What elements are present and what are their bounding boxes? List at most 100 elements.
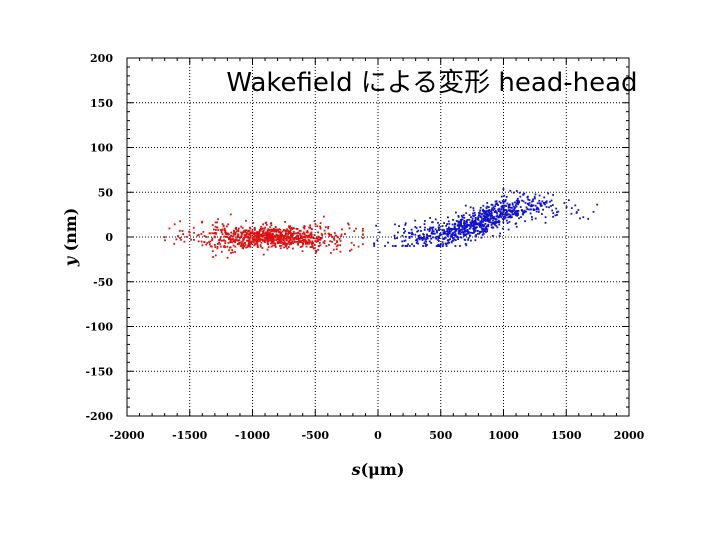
data-point [462,231,465,233]
data-point [310,235,313,238]
data-point [451,240,453,243]
data-point [488,209,490,211]
data-point [421,237,424,239]
plot-frame [126,57,630,417]
data-point [487,219,490,221]
data-point [527,203,529,205]
data-point [192,226,195,229]
data-point [437,221,439,224]
data-point [461,228,464,231]
data-point [496,203,499,206]
data-point [494,200,497,203]
data-point [226,245,229,248]
data-point [236,236,239,239]
data-point [256,231,259,233]
data-point [423,233,425,236]
data-point [491,204,494,206]
data-point [446,230,449,232]
data-point [211,237,214,240]
data-point [434,236,437,239]
data-point [515,202,518,205]
data-point [498,208,500,211]
data-point [437,243,440,246]
data-point [522,211,524,214]
data-point [511,216,513,218]
data-point [511,209,514,212]
data-point [183,240,186,243]
data-point [291,234,294,237]
data-point [490,221,493,224]
data-point [499,211,502,213]
data-point [474,217,477,219]
data-point [234,232,237,234]
data-point [551,209,554,212]
data-point [200,233,203,235]
data-point [473,223,476,226]
data-point [467,239,469,241]
y-tick-label: -150 [85,365,113,378]
data-point [214,225,217,228]
data-point [448,239,450,241]
data-point [515,204,517,207]
data-point [438,226,441,229]
data-point [259,240,261,242]
data-point [437,226,440,229]
data-point [248,239,251,242]
data-point [547,192,550,195]
data-point [227,237,230,239]
data-point [497,208,499,211]
data-point [211,224,214,226]
data-point [252,222,255,224]
data-point [376,239,379,242]
data-point [227,223,230,226]
data-point [426,233,428,236]
data-point [238,242,240,244]
data-point [265,238,268,241]
data-point [478,214,480,216]
data-point [296,228,299,230]
data-point [534,197,536,200]
data-points [163,188,599,259]
data-point [233,230,235,233]
data-point [223,235,226,238]
data-point [330,252,332,254]
data-point [529,212,532,215]
data-point [277,234,280,237]
y-tick-label: 150 [90,97,113,110]
data-point [468,224,470,226]
data-point [325,245,328,247]
data-point [498,200,501,203]
data-point [454,245,457,247]
data-point [488,206,490,209]
data-point [292,242,295,245]
data-point [479,209,481,212]
data-point [542,208,544,211]
data-point [310,234,313,236]
data-point [476,218,479,221]
data-point [258,230,261,233]
data-point [463,234,465,237]
data-point [431,236,434,239]
data-point [463,216,466,219]
data-point [302,240,305,242]
data-point [299,246,302,248]
data-point [309,234,312,236]
data-point [209,245,212,248]
data-point [545,206,548,208]
y-tick-labels: 200 150 100 50 0 -50 -100 -150 -200 [85,52,113,423]
data-point [490,210,493,213]
data-point [446,239,449,242]
data-point [453,231,456,234]
data-point [479,212,481,215]
data-point [549,200,551,203]
data-point [218,241,220,244]
data-point [464,227,467,230]
data-point [524,220,526,223]
data-point [498,223,501,226]
data-point [446,235,449,238]
data-point [500,205,503,208]
data-point [283,229,286,231]
data-point [308,239,311,242]
data-point [497,216,499,218]
